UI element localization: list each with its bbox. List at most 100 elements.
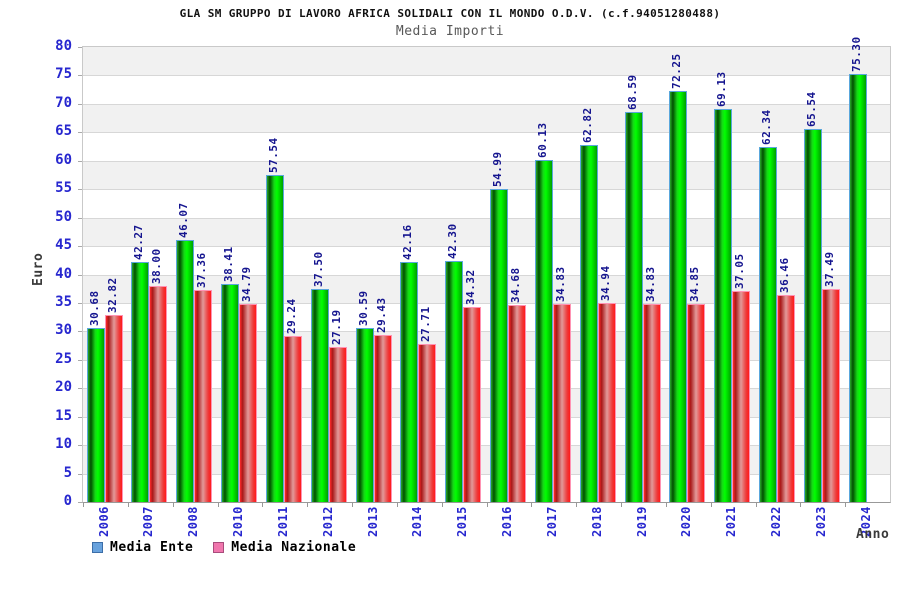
bar-media-nazionale-2013 <box>373 334 392 502</box>
bar-value-label: 32.82 <box>105 277 119 314</box>
x-tick-mark <box>845 503 847 507</box>
bar-value-label: 62.82 <box>580 107 594 143</box>
legend-label-media-nazionale: Media Nazionale <box>231 540 357 555</box>
y-tick-mark <box>78 416 82 418</box>
x-tick-mark <box>531 503 533 507</box>
y-tick-mark <box>78 445 82 447</box>
y-tick-label: 75 <box>55 66 72 83</box>
bar-media-nazionale-2012 <box>328 347 347 502</box>
x-tick-label-year: 2021 <box>724 506 739 537</box>
grid-line <box>83 246 890 248</box>
bar-value-label: 34.83 <box>553 266 567 302</box>
y-tick-label: 25 <box>55 350 72 367</box>
x-tick-mark <box>262 503 264 507</box>
bar-value-label: 34.83 <box>643 266 657 302</box>
y-tick-label: 20 <box>55 379 72 396</box>
x-tick-mark <box>486 503 488 507</box>
bar-media-nazionale-2007 <box>149 285 168 502</box>
y-tick-mark <box>78 473 82 475</box>
y-tick-mark <box>78 132 82 134</box>
y-tick-mark <box>78 189 82 191</box>
grid-line <box>83 359 890 361</box>
y-tick-label: 0 <box>63 493 72 509</box>
bar-value-label: 42.16 <box>401 224 415 261</box>
x-tick-mark <box>83 503 84 507</box>
legend-swatch-media-nazionale-icon <box>213 542 225 553</box>
bar-media-ente-2024 <box>848 73 867 502</box>
bar-media-nazionale-2015 <box>463 306 482 502</box>
x-tick-label-year: 2015 <box>455 506 470 537</box>
bar-value-label: 57.54 <box>266 137 280 173</box>
bar-media-nazionale-2020 <box>687 303 706 502</box>
grid-band <box>83 274 890 303</box>
bar-media-nazionale-2021 <box>732 291 751 502</box>
bar-value-label: 42.30 <box>446 223 460 260</box>
bar-value-label: 75.30 <box>849 36 863 72</box>
x-tick-label-year: 2008 <box>186 506 201 537</box>
y-tick-mark <box>78 217 82 219</box>
x-tick-mark <box>800 503 802 507</box>
bar-value-label: 37.36 <box>195 251 209 288</box>
bar-value-label: 62.34 <box>760 109 773 146</box>
grid-band <box>83 302 890 332</box>
grid-band <box>83 473 890 502</box>
bar-media-nazionale-2016 <box>508 304 526 502</box>
x-tick-mark <box>217 503 219 507</box>
grid-band <box>83 416 890 446</box>
bar-media-ente-2013 <box>355 328 374 502</box>
y-tick-mark <box>78 160 82 162</box>
bar-value-label: 34.32 <box>464 269 478 305</box>
bar-media-nazionale-2017 <box>552 303 571 502</box>
x-tick-label-year: 2018 <box>589 506 604 537</box>
grid-line <box>83 217 890 219</box>
x-tick-label-year: 2022 <box>769 506 783 537</box>
y-tick-mark <box>78 302 82 304</box>
grid-line <box>83 416 890 418</box>
grid-line <box>83 160 890 162</box>
x-tick-label-year: 2007 <box>141 506 156 537</box>
grid-line <box>83 331 890 333</box>
y-tick-mark <box>78 246 82 248</box>
bar-media-ente-2010 <box>221 283 239 502</box>
legend: Media Ente Media Nazionale <box>92 540 356 555</box>
y-tick-label: 70 <box>55 94 72 111</box>
bar-media-nazionale-2014 <box>418 344 437 502</box>
bar-value-label: 27.71 <box>419 306 433 343</box>
bar-value-label: 30.59 <box>356 290 370 327</box>
y-tick-label: 55 <box>55 180 72 197</box>
x-tick-label-year: 2011 <box>275 506 290 537</box>
bar-media-ente-2020 <box>669 91 688 502</box>
grid-band <box>83 331 890 360</box>
bar-value-label: 38.00 <box>150 248 164 284</box>
x-tick-mark <box>352 503 353 507</box>
grid-band <box>83 246 890 275</box>
bar-media-nazionale-2011 <box>283 335 302 502</box>
y-tick-label: 10 <box>55 436 72 453</box>
grid-line <box>83 473 890 475</box>
x-tick-mark <box>307 503 309 507</box>
bar-media-ente-2017 <box>534 160 553 502</box>
legend-item-media-nazionale: Media Nazionale <box>213 540 356 555</box>
bar-value-label: 54.99 <box>491 151 504 188</box>
x-tick-label-year: 2016 <box>500 506 514 537</box>
chart-subtitle: Media Importi <box>395 24 505 39</box>
chart-title: GLA SM GRUPPO DI LAVORO AFRICA SOLIDALI … <box>179 7 721 20</box>
bar-media-ente-2014 <box>400 262 419 502</box>
grid-line <box>83 75 890 77</box>
bar-value-label: 27.19 <box>329 309 343 346</box>
legend-label-media-ente: Media Ente <box>110 540 194 555</box>
bar-media-nazionale-2006 <box>104 315 123 502</box>
bar-media-ente-2015 <box>445 261 464 502</box>
y-tick-mark <box>78 75 82 77</box>
bar-value-label: 60.13 <box>535 122 549 158</box>
y-tick-mark <box>78 103 82 105</box>
x-tick-label-year: 2013 <box>365 506 380 537</box>
bar-value-label: 37.50 <box>311 251 325 287</box>
bar-value-label: 34.94 <box>598 265 612 302</box>
y-tick-mark <box>78 359 82 361</box>
bar-value-label: 68.59 <box>625 74 639 110</box>
bar-media-nazionale-2008 <box>194 289 213 502</box>
bar-value-label: 29.24 <box>284 298 298 334</box>
x-tick-mark <box>576 503 578 507</box>
x-tick-label-year: 2014 <box>410 506 425 537</box>
